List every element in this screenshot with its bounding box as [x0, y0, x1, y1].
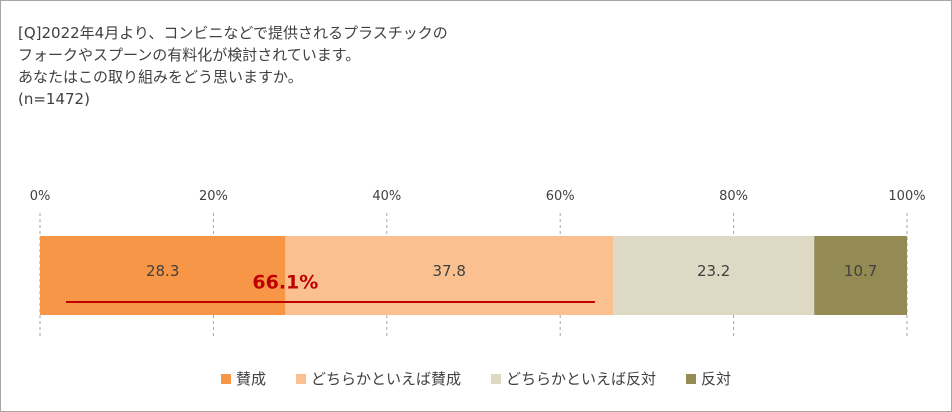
legend-item-somewhat-agree: どちらかといえば賛成	[295, 368, 461, 389]
question-line: あなたはこの取り組みをどう思いますか。	[18, 68, 303, 86]
question-line: フォークやスプーンの有料化が検討されています。	[18, 46, 361, 64]
legend: 賛成 どちらかといえば賛成 どちらかといえば反対 反対	[0, 368, 952, 389]
bar-segment	[613, 236, 815, 315]
data-label: 28.3	[146, 262, 179, 280]
tick-label: 60%	[546, 189, 575, 204]
legend-item-agree: 賛成	[220, 368, 266, 389]
question-line: [Q]2022年4月より、コンビニなどで提供されるプラスチックの	[18, 24, 448, 42]
legend-label: 反対	[701, 370, 732, 388]
legend-item-somewhat-disagree: どちらかといえば反対	[491, 368, 656, 389]
legend-swatch	[686, 373, 697, 384]
tick-label: 100%	[888, 189, 925, 204]
tick-label: 80%	[719, 189, 748, 204]
legend-swatch	[295, 373, 306, 384]
tick-label: 40%	[372, 189, 401, 204]
question-text: [Q]2022年4月より、コンビニなどで提供されるプラスチックの フォークやスプ…	[18, 22, 918, 110]
legend-item-disagree: 反対	[686, 368, 731, 389]
legend-label: 賛成	[235, 370, 266, 388]
legend-label: どちらかといえば賛成	[310, 370, 461, 388]
data-label: 37.8	[433, 262, 466, 280]
legend-label: どちらかといえば反対	[506, 370, 657, 388]
legend-swatch	[491, 373, 501, 384]
data-label: 23.2	[697, 262, 730, 280]
tick-label: 20%	[199, 189, 228, 204]
sample-size: (n=1472)	[18, 90, 90, 108]
legend-swatch	[220, 373, 231, 384]
tick-label: 0%	[30, 189, 51, 204]
data-label: 10.7	[844, 262, 877, 280]
annotation-total: 66.1%	[252, 272, 318, 294]
bar-segment	[814, 236, 907, 315]
